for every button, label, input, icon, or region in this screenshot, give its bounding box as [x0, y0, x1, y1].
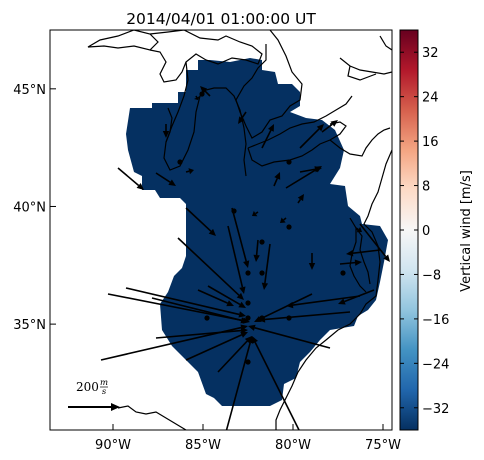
station-dot: [177, 159, 183, 165]
wind-vector: [185, 331, 248, 361]
wind-vector: [280, 217, 287, 223]
x-tick-label: 80°W: [275, 438, 311, 453]
colorbar-tick-label: 32: [422, 46, 439, 61]
wind-vector: [261, 124, 274, 149]
wind-vector: [225, 336, 254, 430]
wind-vector: [197, 289, 234, 307]
wind-vector: [185, 168, 194, 175]
station-dot: [245, 315, 251, 321]
wind-vector: [193, 95, 200, 100]
station-dot: [259, 239, 265, 245]
wind-vector: [308, 253, 316, 270]
wind-vector: [286, 295, 361, 309]
wind-vector: [207, 285, 246, 308]
wind-vector: [155, 172, 176, 186]
wind-vector: [200, 86, 211, 97]
x-tick-label: 75°W: [365, 438, 401, 453]
wind-vector: [185, 207, 216, 236]
colorbar-label: Vertical wind [m/s]: [459, 170, 474, 292]
x-tick-label: 90°W: [95, 438, 131, 453]
station-dot: [286, 159, 292, 165]
colorbar-tick-label: −8: [422, 268, 441, 283]
scale-vector-label: 200 m s: [76, 378, 108, 397]
wind-vector: [252, 210, 259, 217]
svg-text:m: m: [100, 378, 108, 388]
wind-vector: [177, 237, 244, 300]
station-dot: [245, 359, 251, 365]
y-tick-label: 45°N: [13, 83, 46, 98]
station-dot: [245, 300, 251, 306]
svg-text:200: 200: [76, 380, 99, 394]
wind-vector: [227, 225, 246, 294]
colorbar-tick-label: 24: [422, 91, 439, 106]
y-tick-label: 40°N: [13, 200, 46, 215]
map-area: 200 m s: [68, 30, 392, 430]
station-dot: [204, 315, 210, 321]
colorbar-ticks: 32 24 16 8 0 −8 −16 −24 −32: [400, 46, 449, 417]
wind-vector: [355, 226, 362, 233]
x-axis: 90°W 85°W 80°W 75°W: [95, 424, 401, 453]
colorbar-tick-label: 0: [422, 224, 430, 239]
colorbar-tick-label: 16: [422, 135, 439, 150]
station-dot: [286, 224, 292, 230]
svg-text:s: s: [102, 387, 107, 397]
wind-vector: [339, 259, 362, 266]
wind-vector: [359, 223, 390, 262]
wind-vector: [285, 166, 322, 189]
chart-title: 2014/04/01 01:00:00 UT: [126, 10, 316, 28]
wind-vector: [125, 287, 246, 318]
station-dot: [340, 270, 346, 276]
colorbar-tick-label: 8: [422, 180, 430, 195]
wind-vector: [253, 239, 260, 262]
wind-vector: [238, 111, 247, 124]
wind-vector: [346, 249, 381, 257]
station-dot: [245, 270, 251, 276]
wind-vector: [231, 207, 250, 268]
wind-vectors: [100, 86, 390, 430]
wind-vector: [261, 243, 271, 290]
stations: [177, 91, 346, 365]
scale-vector: [68, 403, 120, 411]
wind-vector: [297, 194, 304, 204]
wind-vector: [162, 124, 170, 138]
wind-vector: [258, 311, 351, 323]
wind-vector: [151, 297, 248, 324]
map-frame: [49, 29, 393, 431]
wind-vector: [252, 336, 300, 430]
wind-vector: [321, 120, 338, 133]
colorbar-tick-label: −24: [422, 357, 449, 372]
wind-field: [126, 58, 388, 406]
wind-vector: [299, 124, 324, 149]
y-axis: 45°N 40°N 35°N: [13, 83, 56, 333]
wind-vector: [117, 167, 144, 190]
wind-vector: [273, 172, 281, 187]
colorbar-tick-label: −32: [422, 402, 449, 417]
wind-vector: [217, 336, 252, 373]
station-dot: [259, 270, 265, 276]
station-dot: [199, 91, 205, 97]
wind-vector: [338, 289, 375, 305]
wind-vector: [248, 324, 331, 349]
y-tick-label: 35°N: [13, 318, 46, 333]
x-tick-label: 85°W: [185, 438, 221, 453]
colorbar-tick-label: −16: [422, 313, 449, 328]
